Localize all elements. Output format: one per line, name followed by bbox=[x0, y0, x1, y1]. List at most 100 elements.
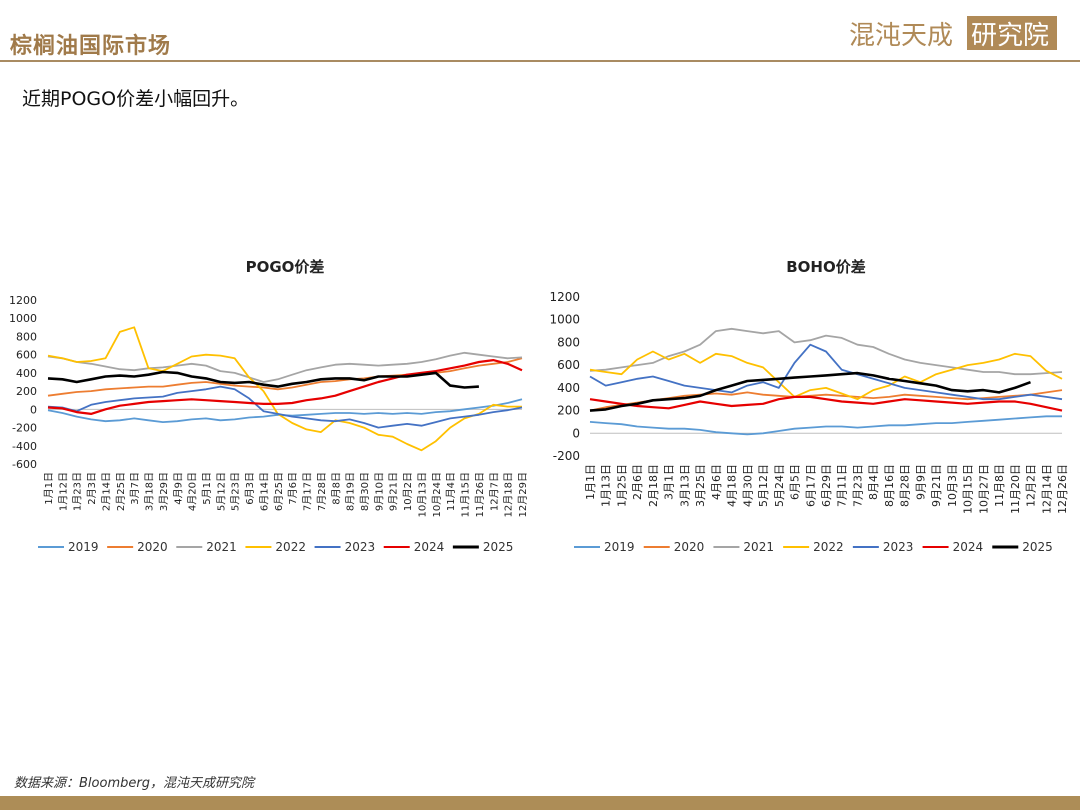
y-tick-label: -200 bbox=[12, 422, 37, 435]
x-tick-label: 6月14日 bbox=[258, 472, 270, 511]
chart-title: BOHO价差 bbox=[786, 258, 866, 276]
x-tick-label: 6月3日 bbox=[244, 472, 256, 505]
x-tick-label: 3月18日 bbox=[144, 472, 156, 511]
x-tick-label: 3月29日 bbox=[158, 472, 170, 511]
x-tick-label: 10月15日 bbox=[962, 464, 975, 514]
y-tick-label: 400 bbox=[16, 367, 37, 380]
x-tick-label: 12月14日 bbox=[1040, 464, 1053, 514]
legend-label-2021: 2021 bbox=[743, 540, 774, 554]
series-line-2021 bbox=[589, 327, 1063, 376]
series-line-2022 bbox=[47, 326, 522, 452]
x-tick-label: 1月25日 bbox=[615, 464, 628, 507]
x-tick-label: 4月18日 bbox=[726, 464, 739, 507]
x-tick-label: 6月29日 bbox=[820, 464, 833, 507]
series-line-2025 bbox=[47, 370, 479, 389]
x-tick-label: 12月7日 bbox=[488, 472, 500, 511]
x-tick-label: 12月26日 bbox=[1056, 464, 1069, 514]
y-tick-label: 200 bbox=[16, 385, 37, 398]
x-tick-label: 10月2日 bbox=[402, 472, 414, 511]
x-tick-label: 3月13日 bbox=[678, 464, 691, 507]
legend-label-2019: 2019 bbox=[604, 540, 635, 554]
logo-text-left: 混沌天成 bbox=[849, 21, 953, 51]
x-tick-label: 2月18日 bbox=[647, 464, 660, 507]
x-tick-label: 1月1日 bbox=[43, 472, 55, 505]
x-tick-label: 10月24日 bbox=[431, 472, 443, 517]
x-tick-label: 4月20日 bbox=[187, 472, 199, 511]
series-line-2024 bbox=[47, 358, 523, 415]
y-tick-label: 400 bbox=[557, 381, 580, 395]
x-tick-label: 5月24日 bbox=[773, 464, 786, 507]
x-tick-label: 5月12日 bbox=[757, 464, 770, 507]
x-tick-label: 7月11日 bbox=[836, 464, 849, 507]
x-tick-label: 6月5日 bbox=[789, 464, 802, 500]
y-tick-label: 1200 bbox=[549, 290, 580, 304]
y-tick-label: 600 bbox=[557, 358, 580, 372]
series-line-2024 bbox=[589, 395, 1063, 412]
chart-title: POGO价差 bbox=[246, 258, 325, 276]
x-tick-label: 9月21日 bbox=[388, 472, 400, 511]
y-tick-label: 800 bbox=[16, 330, 37, 343]
x-tick-label: 11月4日 bbox=[445, 472, 457, 511]
data-source-note: 数据来源：Bloomberg，混沌天成研究院 bbox=[14, 776, 254, 791]
footer-bar bbox=[0, 796, 1080, 810]
legend-label-2025: 2025 bbox=[483, 540, 514, 554]
logo-text-right: 研究院 bbox=[971, 21, 1049, 51]
x-tick-label: 5月23日 bbox=[230, 472, 242, 511]
x-tick-label: 4月30日 bbox=[741, 464, 754, 507]
x-tick-label: 6月25日 bbox=[273, 472, 285, 511]
x-tick-label: 4月9日 bbox=[172, 472, 184, 505]
page-header-title: 棕榈油国际市场 bbox=[10, 33, 172, 59]
series-line-2019 bbox=[589, 415, 1062, 436]
x-tick-label: 1月13日 bbox=[600, 464, 613, 507]
x-tick-label: 7月17日 bbox=[302, 472, 314, 511]
logo: 混沌天成 研究院 bbox=[849, 16, 1057, 51]
x-tick-label: 12月2日 bbox=[1025, 464, 1038, 507]
y-tick-label: 1000 bbox=[9, 312, 37, 325]
x-tick-label: 1月12日 bbox=[57, 472, 69, 511]
series-line-2025 bbox=[589, 371, 1031, 412]
header-divider bbox=[0, 60, 1080, 62]
x-tick-label: 12月29日 bbox=[517, 472, 529, 517]
legend-label-2024: 2024 bbox=[414, 540, 445, 554]
x-tick-label: 3月1日 bbox=[663, 464, 676, 500]
x-tick-label: 7月23日 bbox=[851, 464, 864, 507]
x-tick-label: 7月6日 bbox=[287, 472, 299, 505]
x-tick-label: 11月20日 bbox=[1009, 464, 1022, 514]
x-tick-label: 11月15日 bbox=[460, 472, 472, 517]
x-tick-label: 3月25日 bbox=[694, 464, 707, 507]
x-tick-label: 8月16日 bbox=[883, 464, 896, 507]
x-tick-label: 9月21日 bbox=[930, 464, 943, 507]
x-tick-label: 2月6日 bbox=[631, 464, 644, 500]
x-tick-label: 8月30日 bbox=[359, 472, 371, 511]
x-tick-label: 6月17日 bbox=[804, 464, 817, 507]
x-tick-label: 5月1日 bbox=[201, 472, 213, 505]
series-line-2022 bbox=[589, 350, 1063, 401]
x-tick-label: 1月1日 bbox=[584, 464, 597, 500]
x-tick-label: 2月25日 bbox=[115, 472, 127, 511]
legend-label-2023: 2023 bbox=[345, 540, 376, 554]
logo-stamp bbox=[967, 16, 1057, 50]
y-tick-label: 0 bbox=[30, 403, 37, 416]
series-line-2023 bbox=[47, 385, 523, 429]
x-tick-label: 9月10日 bbox=[373, 472, 385, 511]
x-tick-label: 9月9日 bbox=[914, 464, 927, 500]
y-tick-label: 200 bbox=[557, 404, 580, 418]
legend-label-2024: 2024 bbox=[953, 540, 984, 554]
legend-label-2021: 2021 bbox=[206, 540, 237, 554]
y-tick-label: 600 bbox=[16, 349, 37, 362]
legend-label-2022: 2022 bbox=[813, 540, 844, 554]
x-tick-label: 8月8日 bbox=[330, 472, 342, 505]
y-tick-label: 1000 bbox=[549, 313, 580, 327]
x-tick-label: 11月26日 bbox=[474, 472, 486, 517]
x-tick-label: 8月28日 bbox=[899, 464, 912, 507]
x-tick-label: 1月23日 bbox=[72, 472, 84, 511]
x-tick-label: 2月3日 bbox=[86, 472, 98, 505]
x-tick-label: 7月28日 bbox=[316, 472, 328, 511]
x-tick-label: 8月19日 bbox=[345, 472, 357, 511]
pogo-spread-chart: POGO价差 -600 -400 -200 0 200 400 600 800 1000 1200 1… bbox=[9, 258, 529, 554]
series-line-2021 bbox=[47, 351, 523, 383]
y-tick-label: -200 bbox=[553, 449, 580, 463]
x-tick-label: 12月18日 bbox=[503, 472, 515, 517]
legend-label-2020: 2020 bbox=[674, 540, 705, 554]
y-tick-label: 800 bbox=[557, 335, 580, 349]
